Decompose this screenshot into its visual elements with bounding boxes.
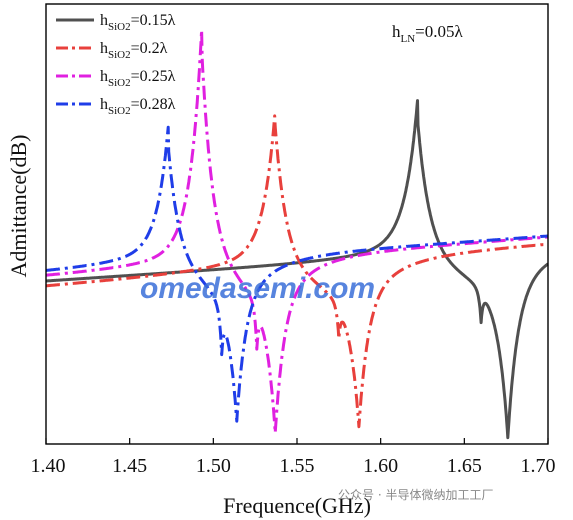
y-axis-title: Admittance(dB) xyxy=(6,135,31,278)
legend: hSiO2=0.15λ hSiO2=0.2λ hSiO2=0.25λ hSiO2=0.… xyxy=(56,12,176,117)
x-ticks: 1.40 1.45 1.50 1.55 1.60 1.65 1.70 xyxy=(31,438,556,477)
x-tick-label: 1.40 xyxy=(31,455,66,477)
legend-label: hSiO2=0.15λ xyxy=(100,12,176,33)
series-layer xyxy=(45,28,549,440)
series-line-1 xyxy=(45,99,549,440)
series-line-2 xyxy=(45,114,549,429)
series-line-3 xyxy=(45,28,549,435)
x-tick-label: 1.60 xyxy=(363,455,398,477)
credit-text: 公众号 · 半导体微纳加工工厂 xyxy=(338,488,493,502)
x-tick-label: 1.70 xyxy=(521,455,556,477)
x-axis-title: Frequence(GHz) xyxy=(223,493,371,518)
watermark: omedasemi.com xyxy=(140,272,375,305)
x-tick-label: 1.65 xyxy=(447,455,482,477)
plot-frame xyxy=(45,3,549,445)
x-tick-label: 1.55 xyxy=(280,455,315,477)
x-tick-label: 1.50 xyxy=(196,455,231,477)
x-tick-label: 1.45 xyxy=(112,455,147,477)
legend-label: hSiO2=0.28λ xyxy=(100,96,176,117)
legend-label: hSiO2=0.2λ xyxy=(100,40,168,61)
legend-label: hSiO2=0.25λ xyxy=(100,68,176,89)
annotation-hln: hLN=0.05λ xyxy=(392,22,464,45)
series-line-4 xyxy=(45,125,549,423)
